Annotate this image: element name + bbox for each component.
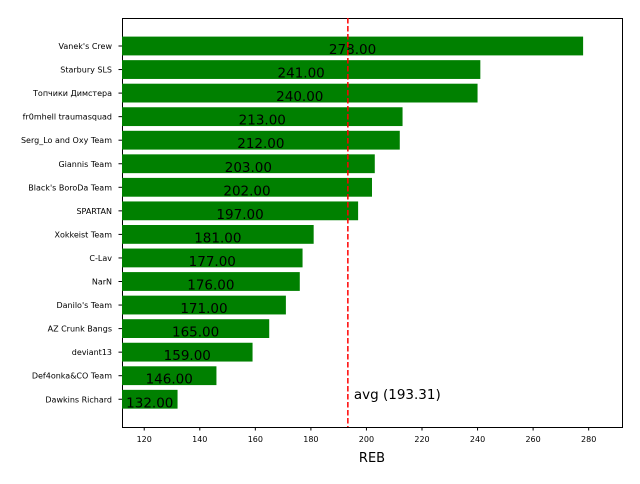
bar-value-label: 146.00 [146, 372, 193, 388]
bar-value-label: 278.00 [329, 42, 376, 58]
bar [122, 107, 403, 127]
bar-value-label: 171.00 [180, 301, 227, 317]
x-tick-label: 220 [414, 435, 429, 444]
plot-frame [122, 18, 623, 428]
bar [122, 272, 300, 291]
y-tick-label: Xokkeist Team [55, 230, 113, 239]
y-axis: Vanek's Crew Starbury SLS Топчики Димстера… [21, 42, 122, 404]
x-axis-label: REB [359, 451, 385, 466]
x-tick-label: 160 [248, 435, 263, 444]
bar [122, 60, 481, 79]
x-tick-label: 260 [525, 435, 540, 444]
bar-value-label: 212.00 [237, 136, 284, 152]
y-tick-label: Dawkins Richard [45, 395, 112, 404]
bar [122, 36, 584, 56]
bar-value-label: 132.00 [126, 395, 173, 411]
y-tick-label: Топчики Димстера [32, 89, 112, 98]
y-tick-label: Giannis Team [58, 160, 112, 169]
bars-group [122, 36, 584, 409]
bar [122, 295, 286, 315]
y-tick-label: AZ Crunk Bangs [48, 325, 112, 334]
y-tick-label: fr0mhell traumasquad [23, 113, 112, 122]
bar-value-label: 181.00 [194, 230, 241, 246]
y-tick-label: Vanek's Crew [59, 42, 113, 51]
bar [122, 201, 359, 221]
bar-value-label: 165.00 [172, 325, 219, 341]
y-tick-label: SPARTAN [76, 207, 112, 216]
x-tick-label: 280 [581, 435, 596, 444]
bar-value-label: 203.00 [225, 160, 272, 176]
bar [122, 342, 253, 362]
x-tick-label: 120 [137, 435, 152, 444]
x-tick-label: 200 [359, 435, 374, 444]
bar-value-label: 159.00 [164, 348, 211, 364]
bar-value-label: 241.00 [278, 66, 325, 82]
y-tick-label: Danilo's Team [56, 301, 112, 310]
y-tick-label: NarN [92, 278, 112, 287]
bar-value-label: 176.00 [187, 278, 234, 294]
average-label: avg (193.31) [354, 387, 441, 403]
bar [122, 177, 372, 197]
bar-value-label: 197.00 [216, 207, 263, 223]
bar-value-label: 240.00 [276, 89, 323, 105]
bar [122, 248, 303, 268]
bar [122, 83, 478, 103]
x-tick-label: 180 [303, 435, 318, 444]
y-tick-label: Starbury SLS [60, 66, 112, 75]
y-tick-label: Serg_Lo and Oxy Team [21, 136, 112, 145]
bar [122, 319, 270, 338]
bar [122, 154, 375, 174]
x-tick-label: 240 [470, 435, 485, 444]
y-tick-label: C-Lav [89, 254, 112, 263]
y-tick-label: Black's BoroDa Team [28, 183, 112, 192]
y-tick-label: deviant13 [72, 348, 112, 357]
bar [122, 389, 178, 409]
bar-value-label: 202.00 [223, 183, 270, 199]
bar-value-label: 213.00 [239, 113, 286, 129]
bar [122, 130, 400, 150]
bar [122, 366, 217, 386]
x-tick-label: 140 [192, 435, 207, 444]
bar [122, 225, 314, 244]
x-axis: 120 140 160 180 200 220 240 260 280 [137, 427, 596, 444]
bar-value-label: 177.00 [189, 254, 236, 270]
y-tick-label: Def4onka&CO Team [32, 372, 112, 381]
